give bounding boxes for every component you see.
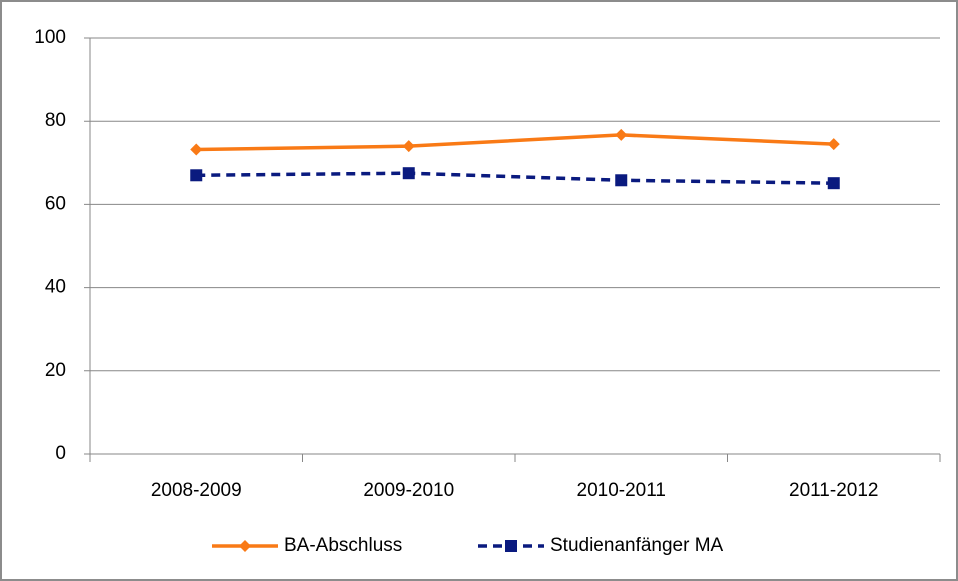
x-tick-label: 2011-2012: [789, 480, 878, 501]
y-tick-label: 20: [45, 360, 66, 381]
point: [615, 128, 628, 141]
y-tick-label: 80: [45, 110, 66, 131]
point: [190, 169, 203, 182]
legend-marker: [505, 540, 517, 552]
x-tick-label: 2008-2009: [151, 480, 242, 501]
y-tick-label: 40: [45, 277, 66, 298]
point: [827, 138, 840, 151]
legend-marker: [239, 540, 251, 552]
y-tick-label: 0: [55, 443, 66, 464]
point: [402, 140, 415, 153]
x-tick-label: 2010-2011: [577, 480, 666, 501]
point: [402, 167, 415, 180]
y-tick-label: 100: [34, 27, 66, 48]
point: [190, 143, 203, 156]
legend-label: BA-Abschluss: [284, 535, 402, 556]
legend-label: Studienanfänger MA: [550, 535, 724, 556]
series-line: [196, 133, 834, 152]
point: [827, 177, 840, 190]
y-tick-label: 60: [45, 193, 66, 214]
x-tick-label: 2009-2010: [363, 480, 454, 501]
point: [615, 174, 628, 187]
series-line: [196, 171, 834, 185]
